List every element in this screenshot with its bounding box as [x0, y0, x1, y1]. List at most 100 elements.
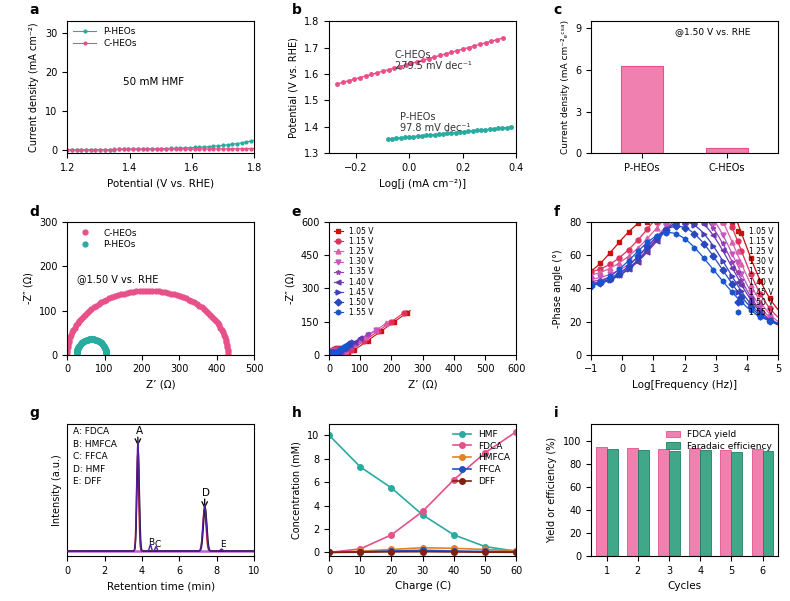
- 1.15 V: [728, 224, 737, 231]
- 1.55 V: [737, 299, 747, 306]
- DFF: [418, 548, 427, 555]
- Line: C-HEOs: C-HEOs: [66, 147, 256, 151]
- P-HEOs: [72, 351, 81, 358]
- 1.55 V: [709, 266, 718, 273]
- 1.35 V: [365, 329, 374, 336]
- Y-axis label: Yield or efficiency (%): Yield or efficiency (%): [547, 437, 558, 543]
- 1.15 V: [402, 307, 412, 314]
- 1.05 V: [661, 219, 671, 226]
- 1.55 V: [718, 278, 728, 285]
- 1.35 V: [661, 225, 671, 233]
- 1.15 V: [596, 265, 605, 272]
- 1.50 V: [699, 240, 709, 248]
- Line: 1.30 V: 1.30 V: [589, 220, 772, 320]
- 1.05 V: [737, 230, 747, 237]
- 1.40 V: [755, 308, 765, 316]
- 1.45 V: [615, 272, 624, 279]
- C-HEOs: [113, 146, 122, 153]
- X-axis label: Log[Frequency (Hz)]: Log[Frequency (Hz)]: [632, 380, 737, 390]
- 1.30 V: [718, 231, 728, 238]
- 1.30 V: [671, 219, 680, 226]
- Line: 1.45 V: 1.45 V: [589, 220, 772, 323]
- C-HEOs: [250, 145, 259, 152]
- Bar: [621, 66, 664, 153]
- 1.05 V: [718, 219, 728, 226]
- P-HEOs: [250, 136, 259, 144]
- 1.25 V: [746, 281, 755, 288]
- C-HEOs: [220, 331, 229, 338]
- 1.30 V: [728, 250, 737, 257]
- Text: E: E: [220, 540, 226, 549]
- Bar: [762, 451, 773, 556]
- 1.45 V: [709, 242, 718, 249]
- 1.25 V: [671, 219, 680, 226]
- Text: @1.50 V vs. RHE: @1.50 V vs. RHE: [77, 274, 158, 284]
- 1.50 V: [325, 349, 335, 356]
- 1.30 V: [605, 271, 615, 278]
- 1.35 V: [671, 219, 680, 226]
- 1.15 V: [634, 236, 643, 243]
- 1.45 V: [728, 273, 737, 280]
- 1.25 V: [624, 252, 634, 260]
- 1.30 V: [328, 347, 337, 355]
- DFF: [449, 548, 458, 555]
- 1.40 V: [680, 219, 690, 226]
- 1.25 V: [680, 219, 690, 226]
- 1.30 V: [709, 219, 718, 226]
- X-axis label: Retention time (min): Retention time (min): [107, 581, 215, 591]
- 1.05 V: [652, 219, 661, 226]
- C-HEOs: [166, 145, 175, 153]
- FDCA: [356, 545, 365, 552]
- 1.50 V: [605, 276, 615, 283]
- 1.50 V: [709, 252, 718, 260]
- Line: C-HEOs: C-HEOs: [65, 288, 231, 357]
- 1.55 V: [586, 282, 596, 289]
- 1.05 V: [643, 219, 653, 226]
- FDCA: [480, 449, 490, 456]
- 1.15 V: [652, 219, 661, 226]
- 1.25 V: [335, 348, 344, 355]
- HMF: [511, 548, 521, 555]
- Y-axis label: Potential (V vs. RHE): Potential (V vs. RHE): [288, 37, 299, 138]
- 1.50 V: [652, 233, 661, 240]
- DFF: [356, 549, 365, 556]
- 1.30 V: [596, 274, 605, 281]
- 1.35 V: [755, 307, 765, 314]
- Bar: [669, 451, 680, 556]
- 1.50 V: [680, 224, 690, 231]
- 1.50 V: [624, 262, 634, 269]
- Line: 1.55 V: 1.55 V: [327, 343, 348, 357]
- Text: C: C: [155, 540, 161, 549]
- Legend: FDCA yield, Faradaic efficiency: FDCA yield, Faradaic efficiency: [664, 428, 773, 453]
- 1.35 V: [643, 247, 653, 254]
- P-HEOs: [243, 138, 253, 145]
- 1.25 V: [765, 310, 774, 317]
- 1.30 V: [746, 288, 755, 296]
- 1.55 V: [652, 232, 661, 239]
- Text: C-HEOs: C-HEOs: [394, 50, 431, 60]
- 1.05 V: [329, 346, 338, 353]
- Line: DFF: DFF: [326, 549, 519, 555]
- Y-axis label: -Z″ (Ω): -Z″ (Ω): [285, 272, 295, 305]
- Line: 1.40 V: 1.40 V: [589, 220, 772, 322]
- Legend: 1.05 V, 1.15 V, 1.25 V, 1.30 V, 1.35 V, 1.40 V, 1.45 V, 1.50 V, 1.55 V: 1.05 V, 1.15 V, 1.25 V, 1.30 V, 1.35 V, …: [733, 226, 774, 318]
- 1.35 V: [765, 316, 774, 323]
- Text: d: d: [30, 205, 40, 219]
- Text: 50 mM HMF: 50 mM HMF: [123, 76, 184, 87]
- Line: 1.45 V: 1.45 V: [327, 339, 356, 357]
- 1.35 V: [615, 270, 624, 277]
- 1.05 V: [634, 220, 643, 227]
- 1.05 V: [330, 345, 340, 352]
- 1.05 V: [690, 219, 699, 226]
- 1.30 V: [652, 233, 661, 240]
- 1.30 V: [352, 340, 361, 347]
- 1.25 V: [643, 235, 653, 242]
- 1.25 V: [384, 318, 393, 325]
- 1.05 V: [605, 249, 615, 257]
- Line: 1.05 V: 1.05 V: [327, 308, 412, 357]
- 1.40 V: [765, 316, 774, 323]
- 1.45 V: [326, 349, 336, 356]
- 1.30 V: [373, 325, 382, 332]
- 1.35 V: [652, 236, 661, 243]
- P-HEOs: [102, 146, 111, 153]
